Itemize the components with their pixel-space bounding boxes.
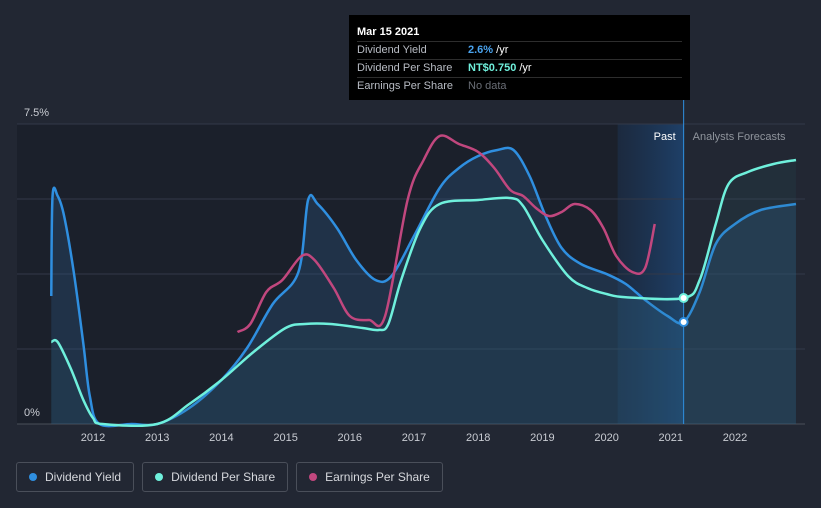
tooltip: Mar 15 2021 Dividend Yield 2.6% /yr Divid…	[349, 15, 690, 100]
tooltip-date: Mar 15 2021	[357, 23, 682, 42]
tooltip-value: No data	[468, 80, 507, 92]
dividend-per-share-area	[51, 160, 796, 426]
dividend-per-share-marker	[678, 293, 689, 303]
legend-label: Earnings Per Share	[325, 470, 430, 484]
tooltip-label: Earnings Per Share	[357, 80, 453, 92]
tooltip-value: NT$0.750	[468, 62, 517, 74]
x-tick-label: 2015	[273, 432, 297, 444]
x-tick-label: 2020	[594, 432, 618, 444]
tooltip-unit: /yr	[516, 62, 532, 74]
tooltip-row-dividend-per-share: Dividend Per Share NT$0.750 /yr	[357, 60, 682, 78]
x-tick-label: 2021	[659, 432, 683, 444]
tooltip-label: Dividend Per Share	[357, 62, 453, 74]
y-tick-label-bottom: 0%	[24, 407, 40, 419]
x-tick-label: 2012	[81, 432, 105, 444]
tooltip-row-dividend-yield: Dividend Yield 2.6% /yr	[357, 42, 682, 60]
axis-labels: 2012 2013 2014 2015 2016 2017 2018 2019 2020 2021…	[24, 107, 747, 444]
dividend-yield-line	[50, 146, 797, 428]
markers	[678, 293, 689, 327]
dividend-per-share-line	[50, 158, 797, 427]
y-tick-label-top: 7.5%	[24, 107, 49, 119]
legend-dividend-per-share[interactable]: Dividend Per Share	[142, 462, 289, 492]
x-tick-label: 2017	[402, 432, 426, 444]
legend-dot-icon	[309, 473, 318, 481]
x-tick-label: 2013	[145, 432, 169, 444]
x-tick-label: 2019	[530, 432, 554, 444]
tooltip-value: 2.6%	[468, 44, 494, 56]
legend-dot-icon	[155, 473, 164, 481]
tooltip-label: Dividend Yield	[357, 44, 427, 56]
legend-dot-icon	[29, 473, 37, 481]
past-label: Past	[654, 131, 676, 143]
legend-label: Dividend Per Share	[171, 470, 276, 484]
legend: Dividend Yield Dividend Per Share Earnin…	[16, 462, 443, 492]
legend-label: Dividend Yield	[45, 470, 122, 484]
forecast-label: Analysts Forecasts	[693, 131, 786, 143]
x-tick-label: 2022	[723, 432, 747, 444]
x-tick-label: 2014	[209, 432, 233, 444]
tooltip-row-earnings-per-share: Earnings Per Share No data	[357, 78, 682, 95]
legend-earnings-per-share[interactable]: Earnings Per Share	[296, 462, 443, 492]
tooltip-unit: /yr	[493, 44, 509, 56]
x-tick-label: 2016	[338, 432, 362, 444]
dividend-yield-marker	[678, 317, 689, 327]
series-layer	[50, 134, 797, 428]
legend-dividend-yield[interactable]: Dividend Yield	[16, 462, 135, 492]
dividend-yield-area	[51, 147, 796, 427]
x-tick-label: 2018	[466, 432, 490, 444]
earnings-per-share-line	[236, 134, 656, 334]
